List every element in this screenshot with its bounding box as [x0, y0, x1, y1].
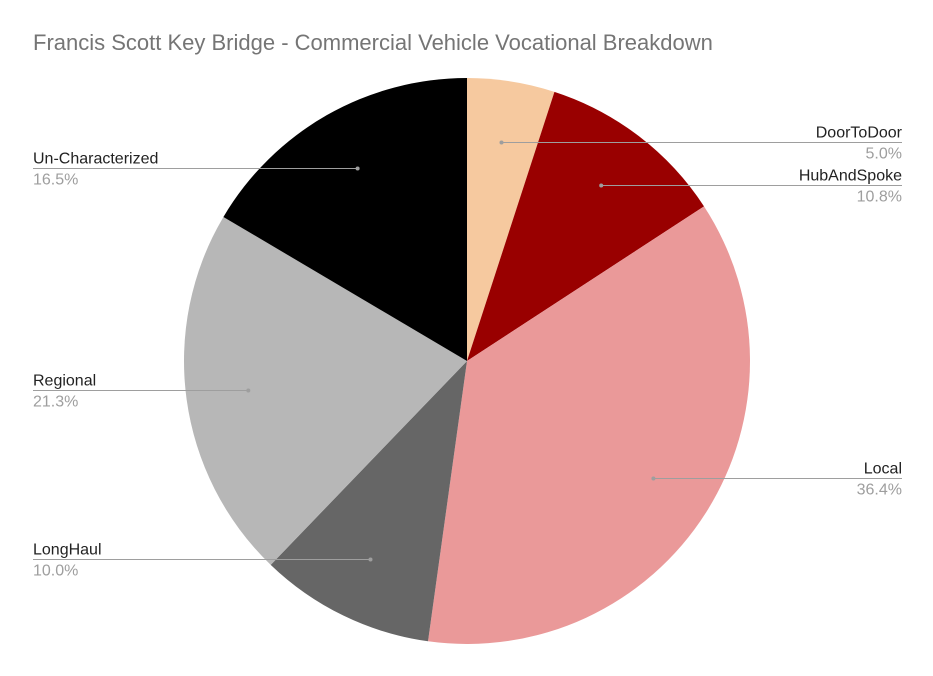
- pie-slice-hubandspoke: [467, 91, 705, 361]
- slice-label-regional: Regional: [33, 373, 96, 390]
- slice-label-un-characterized: Un-Characterized: [33, 151, 158, 168]
- slice-label-longhaul: LongHaul: [33, 542, 102, 559]
- slice-percent-hubandspoke: 10.8%: [857, 189, 902, 206]
- slice-label-local: Local: [864, 461, 902, 478]
- pie-slice-longhaul: [270, 361, 467, 642]
- callout-dot-un-characterized: [355, 166, 360, 171]
- pie-callouts: DoorToDoor 5.0% HubAndSpoke 10.8% Local 36.4%…: [33, 125, 903, 580]
- pie-slices: [183, 78, 750, 644]
- slice-percent-regional: 21.3%: [33, 394, 78, 411]
- slice-percent-un-characterized: 16.5%: [33, 172, 78, 189]
- slice-percent-doortodoor: 5.0%: [866, 146, 902, 163]
- callout-dot-doortodoor: [499, 140, 504, 145]
- chart-title: Francis Scott Key Bridge - Commercial Ve…: [33, 30, 713, 55]
- slice-label-doortodoor: DoorToDoor: [816, 125, 903, 142]
- callout-dot-hubandspoke: [599, 183, 604, 188]
- pie-slice-local: [428, 206, 750, 644]
- slice-percent-local: 36.4%: [857, 482, 902, 499]
- callout-dot-regional: [246, 388, 251, 393]
- slice-percent-longhaul: 10.0%: [33, 563, 78, 580]
- callout-dot-longhaul: [368, 557, 373, 562]
- pie-slice-regional: [183, 216, 467, 565]
- slice-label-hubandspoke: HubAndSpoke: [799, 168, 902, 185]
- pie-slice-doortodoor: [467, 78, 555, 361]
- pie-slice-un-characterized: [223, 78, 467, 361]
- callout-dot-local: [651, 476, 656, 481]
